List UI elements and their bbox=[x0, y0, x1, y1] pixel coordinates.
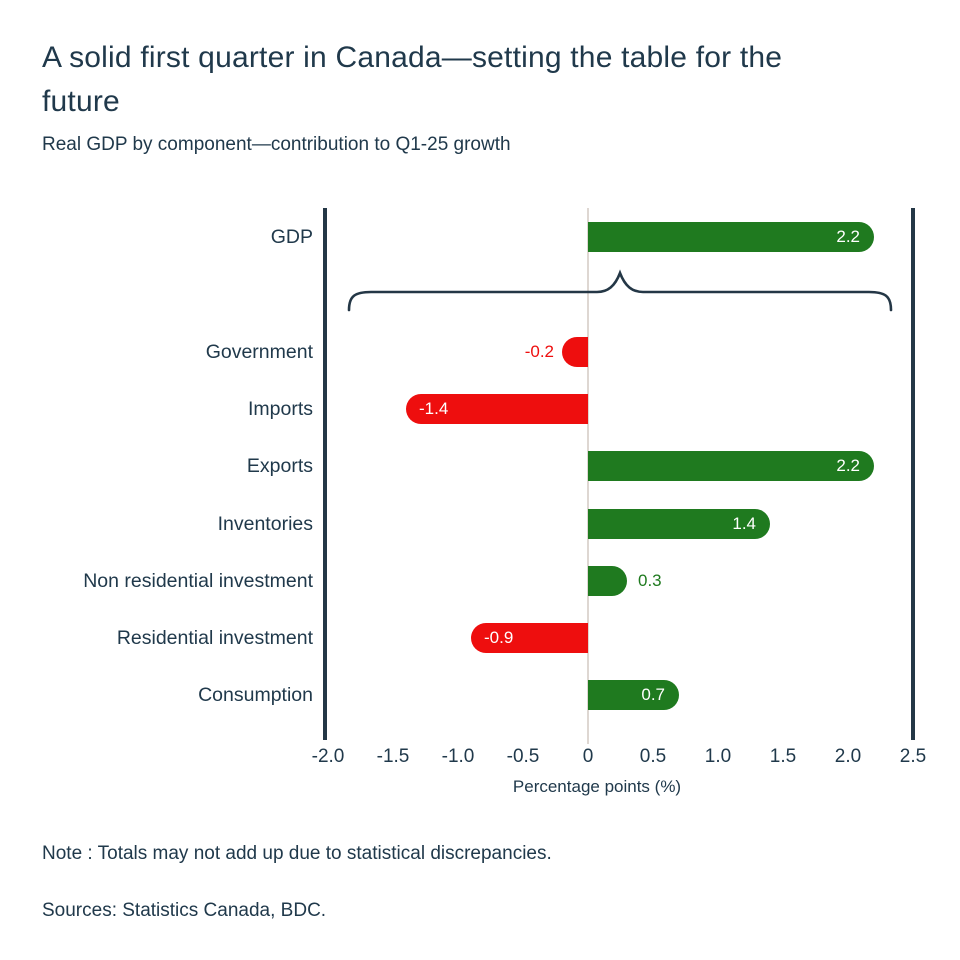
category-label: Inventories bbox=[217, 513, 313, 535]
category-label: Consumption bbox=[198, 684, 313, 706]
x-tick-label: 1.5 bbox=[769, 746, 797, 767]
bar-government bbox=[562, 337, 588, 367]
x-tick-label: -1.0 bbox=[441, 746, 475, 767]
value-label: 0.7 bbox=[641, 685, 665, 704]
value-label: -1.4 bbox=[419, 399, 449, 418]
x-tick-label: 2.0 bbox=[834, 746, 862, 767]
category-label: Non residential investment bbox=[83, 570, 313, 592]
bar-residential-investment bbox=[471, 623, 588, 653]
chart-subtitle: Real GDP by component—contribution to Q1… bbox=[42, 134, 511, 155]
page-title: A solid first quarter in Canada—setting … bbox=[42, 41, 783, 118]
bar-non-residential-investment bbox=[588, 566, 627, 596]
category-label: Exports bbox=[246, 455, 313, 477]
category-label: Residential investment bbox=[116, 627, 313, 649]
chart-note: Note : Totals may not add up due to stat… bbox=[42, 843, 552, 864]
value-label: 1.4 bbox=[732, 514, 756, 533]
value-label: 0.3 bbox=[638, 571, 662, 590]
bar-gdp bbox=[588, 222, 874, 252]
bar-inventories bbox=[588, 509, 770, 539]
x-tick-label: 2.5 bbox=[899, 746, 927, 767]
bar-consumption bbox=[588, 680, 679, 710]
grouping-brace bbox=[347, 269, 893, 312]
x-tick-label: 1.0 bbox=[704, 746, 732, 767]
chart-right-border bbox=[911, 208, 915, 740]
value-label: -0.2 bbox=[524, 342, 554, 361]
x-axis-title: Percentage points (%) bbox=[512, 777, 682, 796]
category-label: GDP bbox=[270, 226, 313, 248]
chart-left-border bbox=[323, 208, 327, 740]
x-tick-label: -1.5 bbox=[376, 746, 410, 767]
value-label: 2.2 bbox=[836, 456, 860, 475]
x-tick-label: 0.5 bbox=[639, 746, 667, 767]
category-label: Imports bbox=[247, 398, 313, 420]
chart-sources: Sources: Statistics Canada, BDC. bbox=[42, 900, 327, 921]
value-label: 2.2 bbox=[836, 227, 860, 246]
bar-imports bbox=[406, 394, 588, 424]
x-tick-label: -2.0 bbox=[311, 746, 345, 767]
x-tick-label: 0 bbox=[582, 746, 594, 767]
bar-exports bbox=[588, 451, 874, 481]
value-label: -0.9 bbox=[484, 628, 514, 647]
category-label: Government bbox=[205, 341, 313, 363]
x-tick-label: -0.5 bbox=[506, 746, 540, 767]
